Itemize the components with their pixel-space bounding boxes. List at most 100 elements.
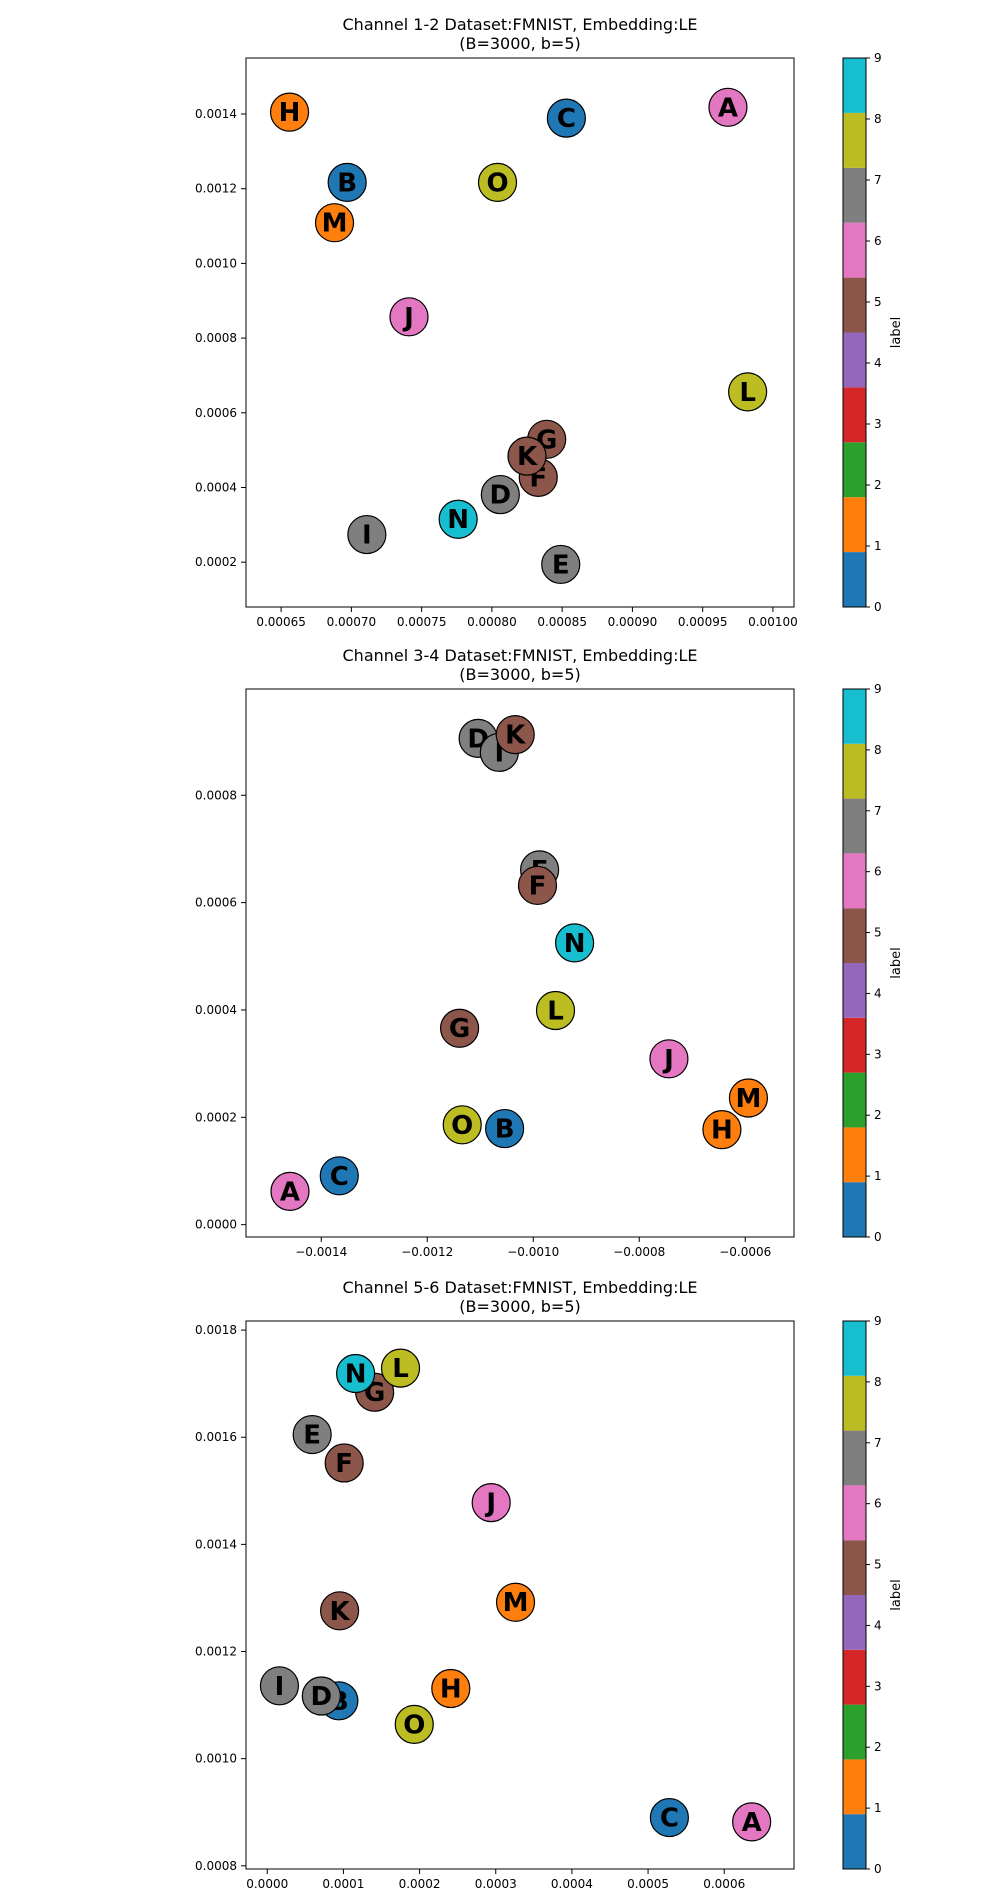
colorbar-segment [843,1595,866,1650]
x-tick-label: 0.0000 [246,1877,288,1891]
x-tick-label: 0.0006 [703,1877,745,1891]
colorbar-segment [843,1375,866,1431]
scatter-point-O: O [442,1105,482,1145]
colorbar-tick-label: 2 [874,1740,882,1754]
y-tick-label: 0.0006 [195,406,237,420]
scatter-point-J: J [389,297,429,337]
point-label: H [711,1116,733,1146]
scatter-point-M: M [495,1582,536,1622]
point-marker [270,1171,310,1211]
point-marker [517,865,558,906]
scatter-point-D: D [301,1676,341,1716]
y-tick-label: 0.0014 [195,1537,237,1551]
colorbar-label: label [889,317,904,348]
point-marker [732,1802,772,1842]
scatter-point-D: D [480,474,520,515]
chart-title: Channel 5-6 Dataset:FMNIST, Embedding:LE [343,1278,698,1297]
point-label: F [529,871,547,901]
point-label: O [486,168,508,198]
point-label: C [557,104,576,134]
colorbar-segment [843,853,866,909]
colorbar-tick-label: 8 [874,112,882,126]
y-tick-label: 0.0000 [195,1218,237,1232]
point-marker [301,1676,341,1716]
scatter-point-O: O [394,1704,434,1744]
point-marker [708,87,748,127]
colorbar-tick-label: 1 [874,539,882,553]
point-marker [702,1110,742,1150]
colorbar-segment [843,332,866,388]
colorbar-frame [842,688,867,1238]
scatter-point-C: C [649,1797,689,1838]
colorbar-segment [843,1649,866,1705]
point-label: I [275,1672,285,1702]
colorbar-label: label [889,947,904,978]
point-marker [394,1704,434,1744]
point-marker [319,1156,359,1196]
point-marker [327,162,367,202]
colorbar-segment [843,497,866,553]
point-label: O [451,1111,473,1141]
colorbar-segment [843,112,866,168]
chart-panel-1: Channel 1-2 Dataset:FMNIST, Embedding:LE… [195,15,904,629]
point-label: J [402,303,414,333]
x-tick-label: 0.0004 [551,1877,593,1891]
colorbar-tick-label: 7 [874,804,882,818]
colorbar-tick-label: 3 [874,417,882,431]
point-label: D [311,1682,333,1712]
point-marker [380,1348,421,1388]
scatter-point-N: N [438,499,478,539]
point-marker [495,715,535,755]
x-tick-label: 0.0005 [627,1877,669,1891]
point-label: N [564,929,586,959]
point-marker [292,1414,332,1455]
point-label: N [447,505,469,535]
colorbar-tick-label: 3 [874,1679,882,1693]
y-tick-label: 0.0010 [195,1752,237,1766]
x-tick-label: 0.00090 [608,615,658,629]
point-marker [347,514,387,555]
x-tick-label: 0.00100 [748,615,798,629]
point-marker [480,474,520,515]
colorbar-segment [843,222,866,278]
y-tick-label: 0.0014 [195,107,237,121]
scatter-point-L: L [535,990,576,1031]
point-label: M [322,209,348,239]
point-label: B [495,1115,515,1145]
colorbar-tick-label: 7 [874,1436,882,1450]
point-label: A [742,1808,762,1838]
colorbar-tick-label: 2 [874,1108,882,1122]
scatter-point-K: K [320,1591,360,1631]
colorbar-tick-label: 8 [874,743,882,757]
point-label: J [484,1489,496,1519]
colorbar-tick-label: 2 [874,478,882,492]
colorbar-segment [843,1321,866,1376]
colorbar-tick-label: 4 [874,986,882,1000]
plot-area [245,57,795,608]
scatter-point-F: F [324,1443,364,1483]
scatter-point-K: K [495,715,535,755]
point-marker [649,1039,689,1079]
scatter-point-A: A [732,1802,772,1842]
point-label: C [660,1804,679,1834]
point-marker [541,544,581,585]
colorbar-tick-label: 9 [874,1314,882,1328]
x-tick-label: 0.00095 [678,615,728,629]
x-tick-label: 0.0001 [322,1877,364,1891]
colorbar-tick-label: 3 [874,1047,882,1061]
colorbar-segment [843,167,866,223]
point-label: O [403,1710,425,1740]
scatter-point-A: A [270,1171,310,1211]
colorbar-segment [843,552,866,607]
y-tick-label: 0.0018 [195,1323,237,1337]
point-marker [320,1591,360,1631]
point-label: L [547,997,564,1027]
point-marker [649,1797,689,1838]
x-tick-label: 0.00070 [327,615,377,629]
chart-subtitle: (B=3000, b=5) [459,1297,581,1316]
point-label: M [735,1084,761,1114]
y-tick-label: 0.0004 [195,480,237,494]
y-tick-label: 0.0008 [195,331,237,345]
scatter-point-F: F [517,865,558,906]
